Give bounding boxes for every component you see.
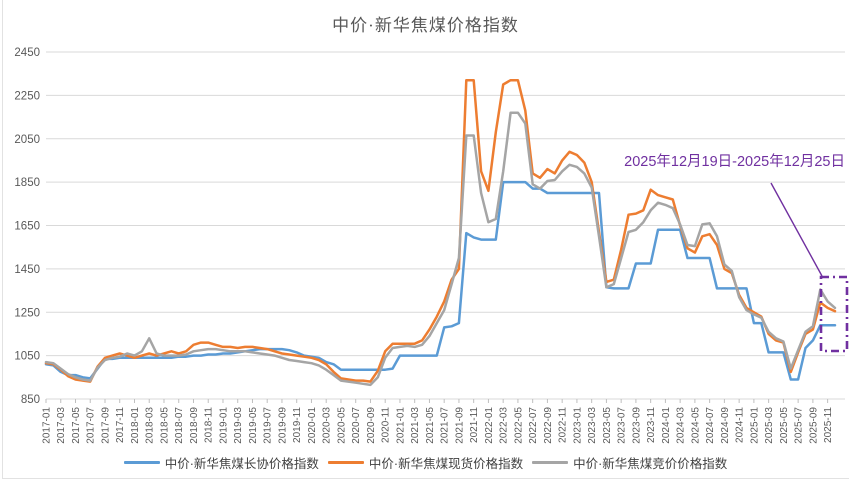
x-tick-label: 2020-05 xyxy=(336,407,347,444)
x-tick-label: 2017-03 xyxy=(56,407,67,444)
x-tick-label: 2019-05 xyxy=(248,407,259,444)
x-tick-label: 2020-11 xyxy=(381,407,392,443)
legend-label-0: 中价·新华焦煤长协价格指数 xyxy=(164,457,319,471)
legend-swatch-0 xyxy=(123,461,160,464)
x-tick-label: 2025-11 xyxy=(823,407,834,443)
x-tick-label: 2020-01 xyxy=(307,407,318,444)
x-tick-label: 2025-03 xyxy=(764,407,775,444)
x-tick-label: 2023-05 xyxy=(602,407,613,444)
x-tick-label: 2022-05 xyxy=(513,407,524,444)
x-tick-label: 2025-07 xyxy=(794,407,805,444)
x-tick-label: 2022-09 xyxy=(543,407,554,444)
series-line-0 xyxy=(44,180,837,381)
series-line-1 xyxy=(44,78,837,383)
legend-item-2: 中价·新华焦煤竞价价格指数 xyxy=(532,453,727,472)
legend: 中价·新华焦煤长协价格指数 中价·新华焦煤现货价格指数 中价·新华焦煤竞价价格指数 xyxy=(0,453,851,472)
x-tick-label: 2018-03 xyxy=(145,407,156,444)
legend-label-1: 中价·新华焦煤现货价格指数 xyxy=(368,457,524,471)
x-tick-label: 2018-09 xyxy=(189,407,200,444)
chart-title: 中价·新华焦煤价格指数 xyxy=(332,16,519,35)
x-tick-label: 2022-01 xyxy=(484,407,495,444)
x-tick-label: 2019-03 xyxy=(233,407,244,444)
x-tick-label: 2021-09 xyxy=(454,407,465,444)
x-tick-label: 2021-05 xyxy=(425,407,436,444)
x-tick-label: 2020-07 xyxy=(351,407,362,444)
chart-frame-bottom xyxy=(2,478,849,479)
x-tick-label: 2025-05 xyxy=(779,407,790,444)
y-tick-label: 850 xyxy=(21,394,40,406)
series-line-2 xyxy=(44,111,837,387)
x-tick-label: 2018-05 xyxy=(159,407,170,444)
x-tick-label: 2021-11 xyxy=(469,407,480,443)
x-tick-label: 2024-03 xyxy=(676,407,687,444)
x-tick-label: 2018-11 xyxy=(204,407,215,443)
axis-labels-layer: 850 1050 1250 1450 1650 1850 2050 2250 2450 2017-… xyxy=(14,47,834,444)
x-tick-label: 2021-07 xyxy=(440,407,451,444)
legend-item-0: 中价·新华焦煤长协价格指数 xyxy=(123,453,319,472)
x-tick-label: 2017-01 xyxy=(42,407,53,444)
chart-frame-left xyxy=(2,0,3,478)
x-tick-label: 2021-03 xyxy=(410,407,421,444)
x-tick-label: 2024-09 xyxy=(720,407,731,444)
y-tick-label: 1450 xyxy=(14,264,40,276)
x-tick-label: 2019-11 xyxy=(292,407,303,443)
y-tick-label: 1650 xyxy=(14,221,40,233)
x-tick-label: 2017-11 xyxy=(115,407,126,443)
x-tick-label: 2018-01 xyxy=(130,407,141,444)
x-tick-label: 2020-03 xyxy=(322,407,333,444)
x-tick-label: 2017-09 xyxy=(100,407,111,444)
data-series-layer xyxy=(44,78,837,387)
x-tick-label: 2022-11 xyxy=(558,407,569,443)
legend-swatch-2 xyxy=(532,461,569,464)
x-tick-label: 2019-09 xyxy=(277,407,288,444)
gridlines-layer xyxy=(46,51,845,400)
x-tick-label: 2023-03 xyxy=(587,407,598,444)
x-tick-label: 2022-07 xyxy=(528,407,539,444)
x-tick-label: 2024-05 xyxy=(690,407,701,444)
y-tick-label: 2050 xyxy=(14,134,40,146)
annotation-text: 2025年12月19日-2025年12月25日 xyxy=(624,154,845,170)
x-tick-label: 2020-09 xyxy=(366,407,377,444)
x-tick-label: 2024-11 xyxy=(735,407,746,443)
annotation-highlight-box xyxy=(819,275,849,353)
x-tick-label: 2023-01 xyxy=(572,407,583,444)
x-tick-label: 2023-11 xyxy=(646,407,657,443)
annotation-leader-line xyxy=(770,182,823,277)
x-tick-label: 2024-01 xyxy=(661,407,672,444)
x-tick-label: 2019-07 xyxy=(263,407,274,444)
y-tick-label: 2250 xyxy=(14,90,40,102)
legend-label-2: 中价·新华焦煤竞价价格指数 xyxy=(573,457,728,471)
x-tick-label: 2023-09 xyxy=(631,407,642,444)
y-tick-label: 2450 xyxy=(14,47,40,59)
legend-swatch-1 xyxy=(327,461,364,464)
x-tick-label: 2018-07 xyxy=(174,407,185,444)
y-tick-label: 1850 xyxy=(14,177,40,189)
x-tick-label: 2019-01 xyxy=(218,407,229,444)
x-tick-label: 2025-01 xyxy=(749,407,760,444)
x-tick-label: 2022-03 xyxy=(499,407,510,444)
x-tick-label: 2017-05 xyxy=(71,407,82,444)
x-tick-label: 2024-07 xyxy=(705,407,716,444)
legend-item-1: 中价·新华焦煤现货价格指数 xyxy=(327,453,524,472)
x-tick-label: 2025-09 xyxy=(808,407,819,444)
x-tick-label: 2017-07 xyxy=(86,407,97,444)
x-tick-label: 2023-07 xyxy=(617,407,628,444)
y-tick-label: 1050 xyxy=(14,351,40,363)
x-tick-label: 2021-01 xyxy=(395,407,406,444)
y-tick-label: 1250 xyxy=(14,307,40,319)
